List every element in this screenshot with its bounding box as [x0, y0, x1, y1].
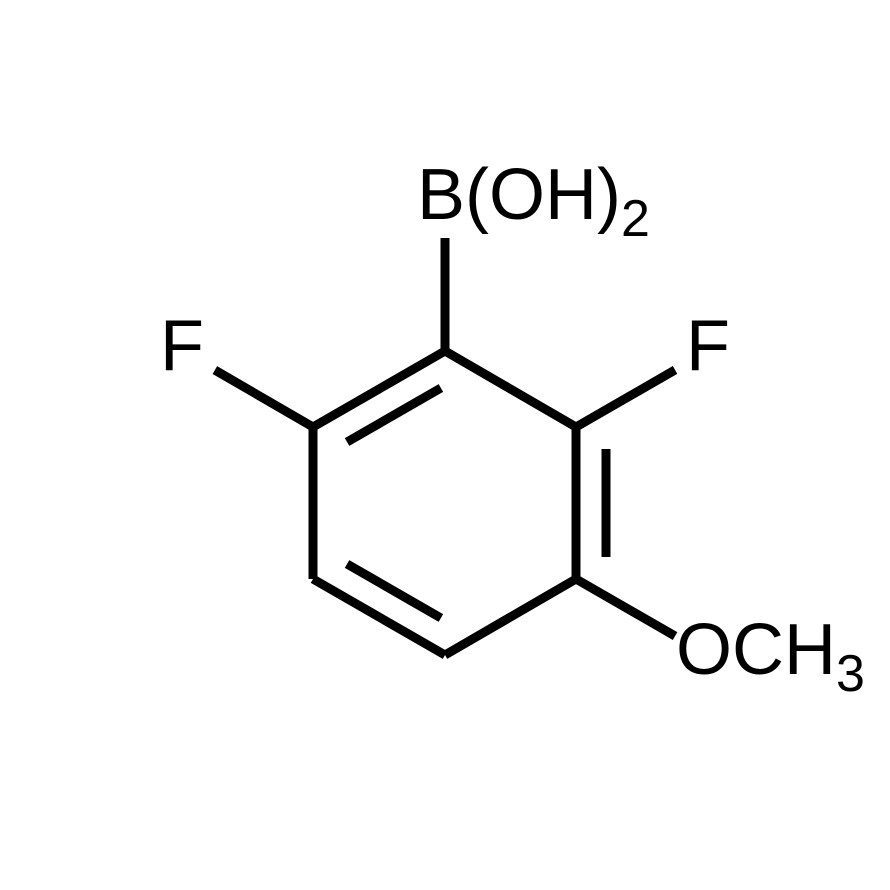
- chemical-structure: B(OH)2 F F OCH3: [0, 0, 890, 890]
- atom-label-O: OCH3: [676, 610, 865, 703]
- atom-label-F6: F: [160, 306, 204, 386]
- atom-label-F2: F: [686, 306, 730, 386]
- atom-label-B: B(OH)2: [417, 155, 650, 248]
